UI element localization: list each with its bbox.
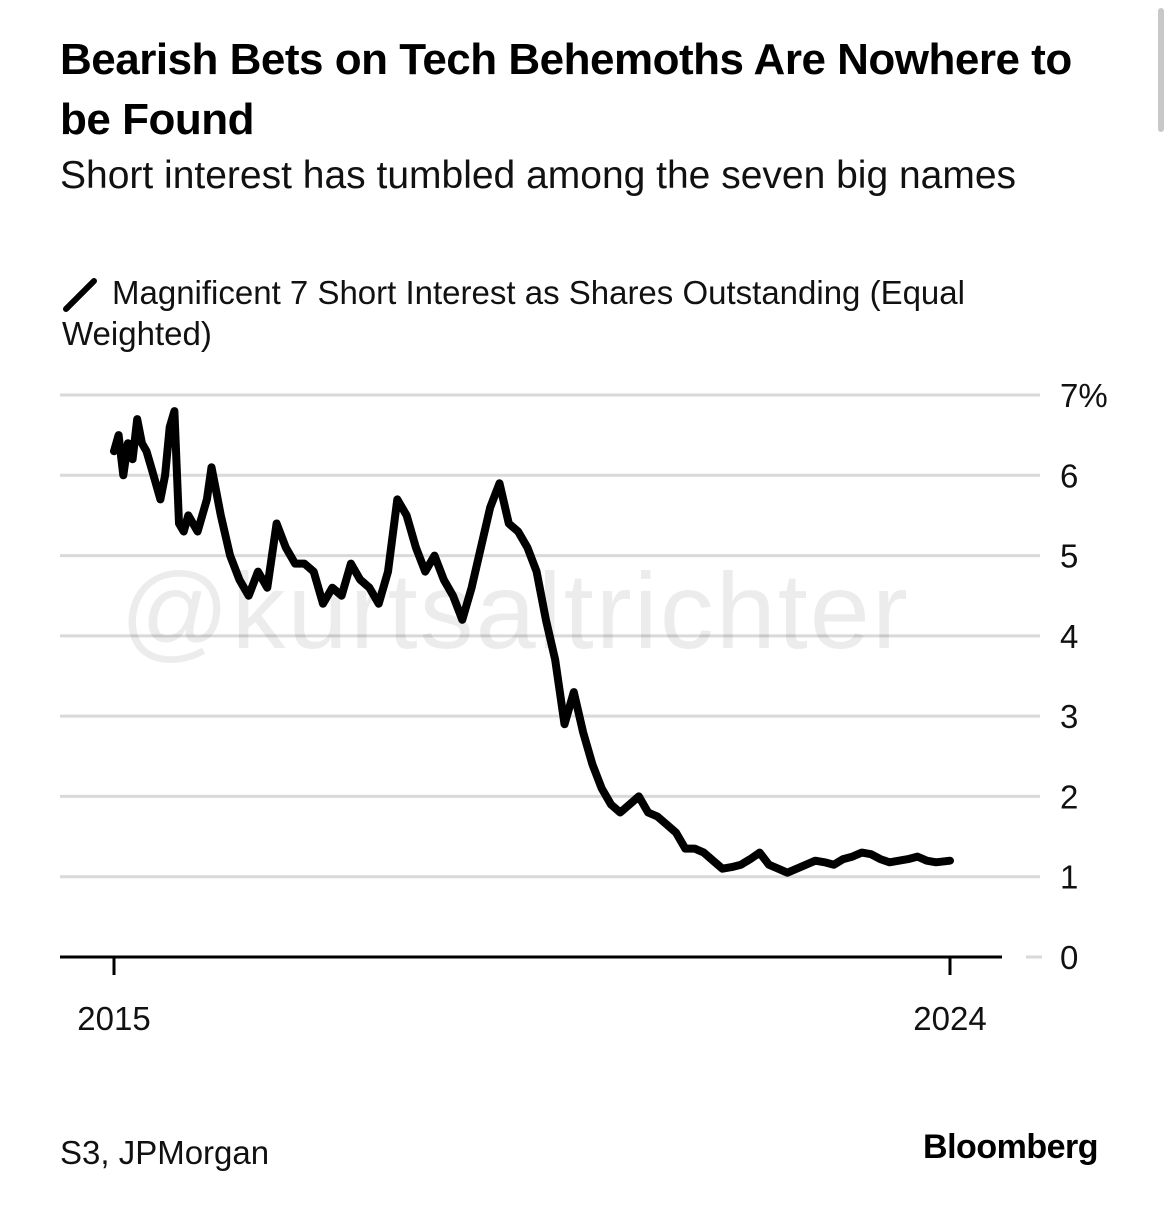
scrollbar[interactable] — [1158, 8, 1164, 132]
y-tick-label-2: 2 — [1060, 778, 1078, 815]
y-tick-label-7: 7% — [1060, 377, 1108, 414]
y-tick-label-3: 3 — [1060, 698, 1078, 735]
x-tick-label-2024: 2024 — [913, 1000, 986, 1037]
y-axis-ticks: 0 1 2 3 4 5 6 7% — [1060, 377, 1108, 976]
y-tick-label-5: 5 — [1060, 538, 1078, 575]
y-tick-label-4: 4 — [1060, 618, 1078, 655]
chart-title: Bearish Bets on Tech Behemoths Are Nowhe… — [60, 35, 1072, 144]
line-chart: 0 1 2 3 4 5 6 7% 2015 2024 — [60, 377, 1108, 1037]
source-label: S3, JPMorgan — [60, 1134, 270, 1171]
legend-label: Magnificent 7 Short Interest as Shares O… — [62, 274, 965, 353]
series-line — [110, 407, 954, 877]
gridlines — [60, 393, 1042, 959]
y-tick-label-0: 0 — [1060, 939, 1078, 976]
x-tick-label-2015: 2015 — [77, 1000, 150, 1037]
watermark: @kurtsaltrichter — [120, 550, 910, 671]
y-tick-label-1: 1 — [1060, 859, 1078, 896]
legend: Magnificent 7 Short Interest as Shares O… — [62, 272, 1122, 354]
bloomberg-logo: Bloomberg — [923, 1128, 1098, 1166]
y-tick-label-6: 6 — [1060, 457, 1078, 494]
legend-swatch-icon — [63, 278, 97, 313]
chart-subtitle: Short interest has tumbled among the sev… — [60, 154, 1017, 197]
